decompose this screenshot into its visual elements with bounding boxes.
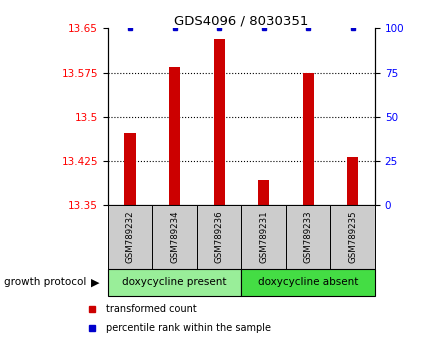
Text: GSM789231: GSM789231 <box>258 211 267 263</box>
Text: GSM789233: GSM789233 <box>303 211 312 263</box>
Text: percentile rank within the sample: percentile rank within the sample <box>106 323 271 333</box>
Bar <box>302 73 313 205</box>
Text: doxycycline present: doxycycline present <box>122 277 226 287</box>
Bar <box>241 269 374 296</box>
Bar <box>330 205 374 269</box>
Text: ▶: ▶ <box>90 277 99 287</box>
Bar <box>108 205 152 269</box>
Bar <box>346 157 357 205</box>
Bar <box>285 205 330 269</box>
Bar <box>197 205 241 269</box>
Title: GDS4096 / 8030351: GDS4096 / 8030351 <box>174 14 308 27</box>
Text: GSM789234: GSM789234 <box>170 211 178 263</box>
Bar <box>108 269 241 296</box>
Text: GSM789236: GSM789236 <box>214 211 223 263</box>
Bar <box>124 133 135 205</box>
Bar <box>258 180 269 205</box>
Bar <box>152 205 197 269</box>
Text: GSM789235: GSM789235 <box>347 211 356 263</box>
Text: GSM789232: GSM789232 <box>125 211 134 263</box>
Bar <box>169 67 180 205</box>
Text: transformed count: transformed count <box>106 304 197 314</box>
Bar <box>241 205 285 269</box>
Text: doxycycline absent: doxycycline absent <box>258 277 357 287</box>
Bar <box>213 39 224 205</box>
Text: growth protocol: growth protocol <box>4 277 86 287</box>
